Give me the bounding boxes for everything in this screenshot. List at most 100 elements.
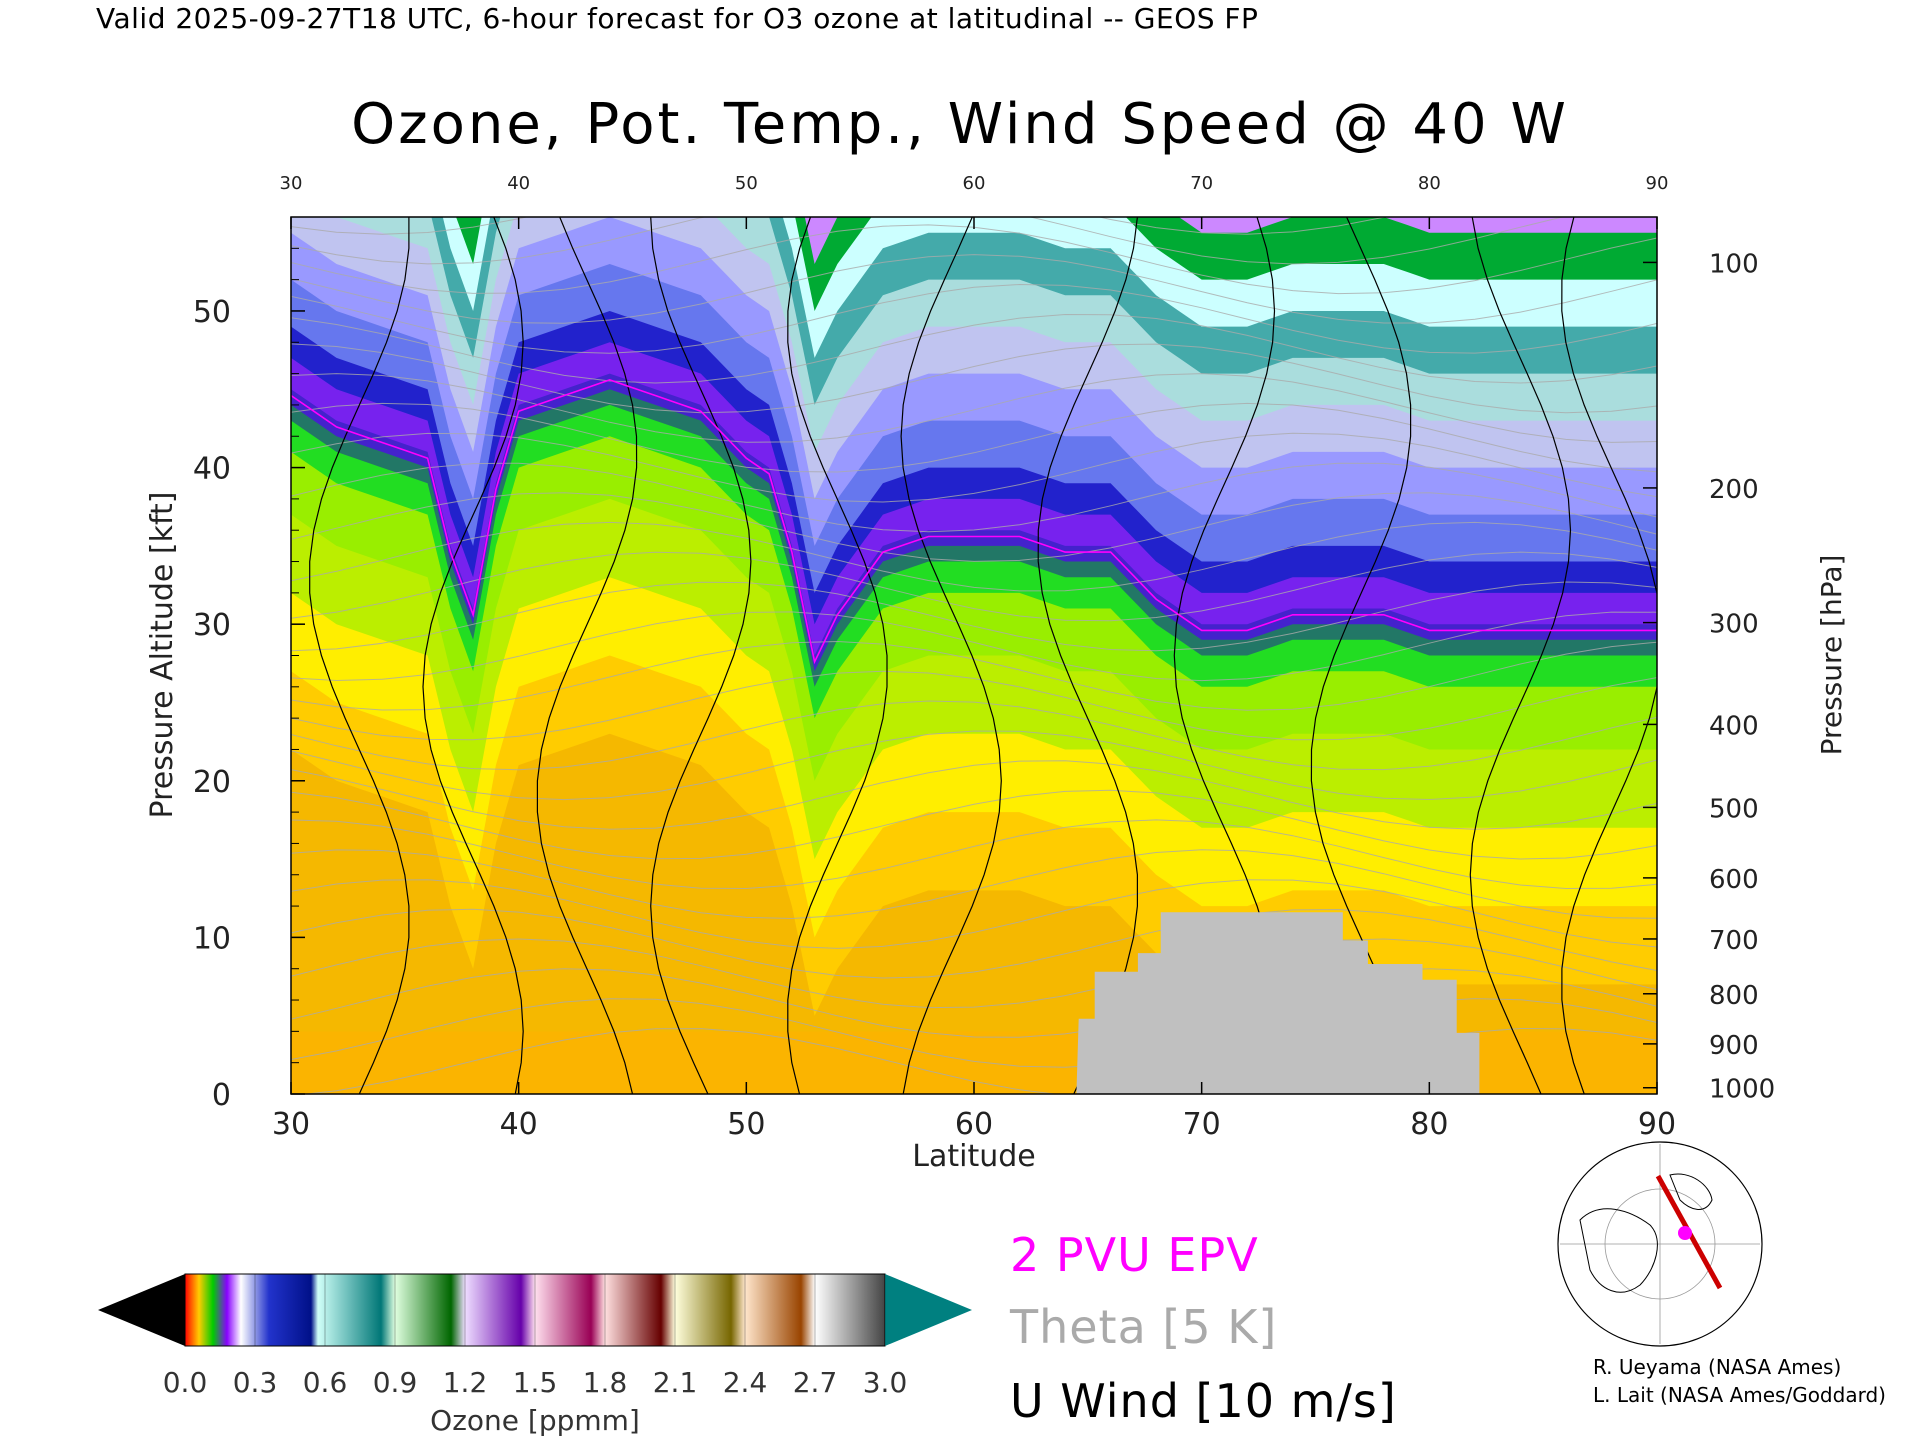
colorbar-label: Ozone [ppmm] [430,1404,640,1437]
colorbar-tick-label: 3.0 [863,1366,908,1399]
pressure-tick-label: 900 [1709,1031,1759,1061]
x-top-tick-label: 40 [507,173,530,194]
x-tick-label: 80 [1410,1107,1448,1142]
pressure-tick-label: 100 [1709,249,1759,279]
chart-title: Ozone, Pot. Temp., Wind Speed @ 40 W [351,92,1569,157]
colorbar-tick-label: 1.8 [583,1366,628,1399]
colorbar-tick-label: 0.9 [373,1366,418,1399]
y-axis-left: 0 10 20 30 40 50 [193,216,305,1113]
credit-line-1: R. Ueyama (NASA Ames) [1593,1355,1842,1379]
theta-isoline [291,521,1657,592]
theta-isoline [291,373,1657,443]
theta-isoline [291,908,1657,979]
pressure-tick-label: 700 [1709,926,1759,956]
credit-line-2: L. Lait (NASA Ames/Goddard) [1593,1383,1886,1407]
u-wind-contour [536,217,638,1094]
pressure-tick-label: 500 [1709,794,1759,824]
colorbar-tick-label: 0.6 [303,1366,348,1399]
pressure-tick-label: 1000 [1709,1075,1775,1105]
theta-isoline [291,819,1657,890]
colorbar-tick-label: 2.7 [793,1366,838,1399]
theta-isoline [291,789,1657,860]
colorbar-tick-label: 1.2 [443,1366,488,1399]
x-top-tick-label: 60 [963,173,986,194]
theta-isoline [291,313,1657,384]
colorbar-tick-label: 1.5 [513,1366,558,1399]
theta-isoline [291,581,1657,652]
y2-axis-label: Pressure [hPa] [1815,555,1848,756]
x-tick-label: 60 [955,1107,993,1142]
theta-isoline [291,283,1657,354]
x-tick-label: 30 [272,1107,310,1142]
u-wind-contour [900,217,1002,1094]
x-axis-label: Latitude [912,1139,1035,1174]
u-wind-contour [1037,217,1138,1094]
theta-isoline [291,402,1657,473]
theta-isoline [291,611,1657,682]
forecast-header: Valid 2025-09-27T18 UTC, 6-hour forecast… [96,2,1259,35]
x-top-tick-label: 80 [1418,173,1441,194]
pressure-tick-label: 800 [1709,981,1759,1011]
u-wind-contour [1561,217,1657,1094]
pressure-tick-label: 400 [1709,711,1759,741]
theta-isoline [291,217,1565,265]
theta-isoline [291,968,1657,1038]
pressure-tick-label: 600 [1709,865,1759,895]
route-map-inset [1557,1141,1763,1347]
y-tick-label: 20 [193,765,231,800]
u-wind-contour [309,217,410,1094]
u-wind-contour [1469,217,1572,1094]
theta-isoline [291,432,1657,503]
colorbar-tick-label: 2.4 [723,1366,768,1399]
theta-isoline [291,670,1657,741]
theta-isoline [291,640,1657,711]
epv-2pvu-contour [291,379,1657,665]
y-tick-label: 40 [193,452,231,487]
x-tick-label: 70 [1183,1107,1221,1142]
ozone-band [473,217,1657,264]
u-wind-contour [787,217,888,1094]
x-tick-label: 50 [727,1107,765,1142]
x-top-tick-label: 70 [1190,173,1213,194]
y-axis-right-pressure: 100 200 300 400 500 600 700 800 900 1000 [1643,249,1775,1105]
x-axis-bottom: 30 40 50 60 70 80 90 [272,1082,1676,1142]
location-dot [1678,1226,1692,1240]
x-top-tick-label: 30 [280,173,303,194]
x-tick-label: 40 [500,1107,538,1142]
x-axis-top: 30 40 50 60 70 80 90 [280,173,1669,229]
y-tick-label: 50 [193,295,231,330]
y-tick-label: 0 [212,1078,231,1113]
theta-isoline [291,730,1657,801]
y-tick-label: 10 [193,921,231,956]
theta-isoline [291,849,1657,920]
legend-theta: Theta [5 K] [1010,1300,1278,1354]
colorbar-over-arrow [885,1274,972,1346]
u-wind-contour [650,217,752,1094]
y-tick-label: 30 [193,608,231,643]
theta-isoline [291,492,1657,562]
x-top-tick-label: 50 [735,173,758,194]
u-wind-contour [422,217,524,1094]
theta-isoline [291,700,1657,771]
theta-isoline [291,462,1657,533]
colorbar-tick-label: 0.0 [163,1366,208,1399]
legend-epv: 2 PVU EPV [1010,1228,1259,1282]
colorbar-tick-label: 2.1 [653,1366,698,1399]
theta-isoline [291,254,1657,324]
pressure-tick-label: 200 [1709,475,1759,505]
pressure-tick-label: 300 [1709,610,1759,640]
theta-isoline [291,551,1657,622]
ozone-colorbar: 0.0 0.3 0.6 0.9 1.2 1.5 1.8 2.1 2.4 2.7 3.0 [98,1273,972,1399]
theta-isoline [291,938,1657,1009]
ozone-field [291,217,1657,1094]
colorbar-tick-label: 0.3 [233,1366,278,1399]
theta-isoline [291,879,1657,949]
colorbar-under-arrow [98,1274,185,1346]
x-tick-label: 90 [1638,1107,1676,1142]
legend-wind: U Wind [10 m/s] [1010,1374,1397,1428]
y-axis-label: Pressure Altitude [kft] [145,492,180,819]
x-top-tick-label: 90 [1646,173,1669,194]
surface-topography [1076,912,1480,1094]
theta-isoline [291,760,1657,830]
